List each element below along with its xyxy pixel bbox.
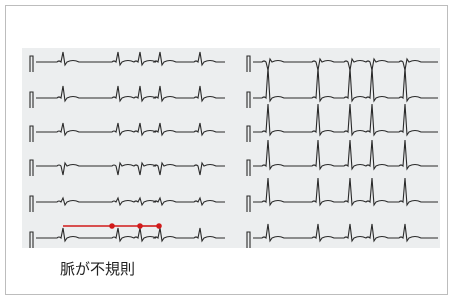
ecg-panel	[22, 48, 440, 248]
arrow-head	[110, 224, 114, 228]
arrow-head	[157, 224, 161, 228]
arrow-head	[138, 224, 142, 228]
page: 脈が不規則 (() => { const data = JSON.parse(d…	[0, 0, 455, 302]
caption: 脈が不規則	[60, 258, 135, 279]
ecg-figure	[0, 0, 455, 302]
